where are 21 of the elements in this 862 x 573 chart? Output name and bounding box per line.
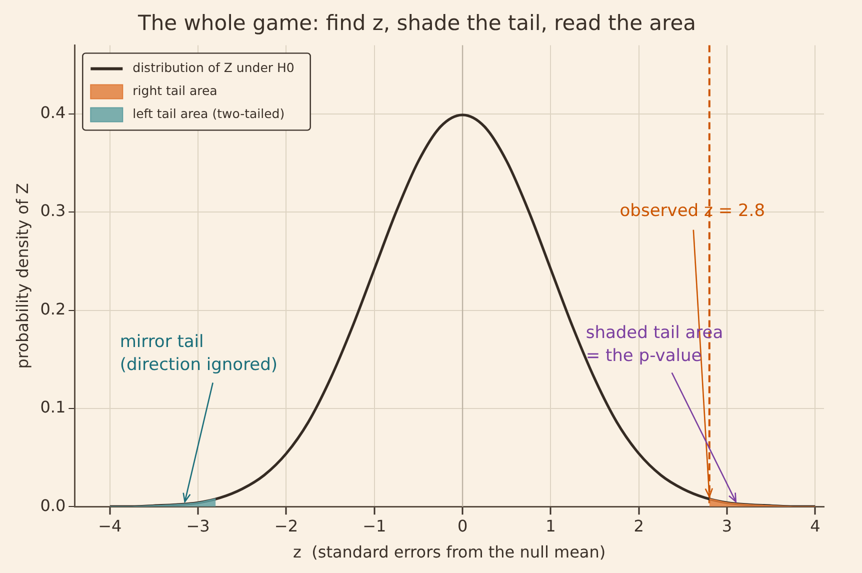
x-tick-label: −1 bbox=[362, 516, 386, 536]
x-tick-label: 2 bbox=[634, 516, 644, 536]
legend-label: distribution of Z under H0 bbox=[132, 60, 294, 75]
x-tick-label: 0 bbox=[457, 516, 468, 536]
chart-title: The whole game: find z, shade the tail, read the area bbox=[137, 11, 696, 36]
legend-label: left tail area (two-tailed) bbox=[132, 106, 285, 121]
y-tick-label: 0.1 bbox=[40, 398, 66, 417]
x-tick-label: 1 bbox=[546, 516, 556, 536]
y-tick-label: 0.3 bbox=[40, 201, 66, 220]
y-tick-label: 0.2 bbox=[40, 299, 66, 318]
x-tick-label: 3 bbox=[722, 516, 732, 536]
y-tick-label: 0.0 bbox=[40, 496, 66, 515]
x-tick-label: −4 bbox=[98, 516, 122, 536]
y-tick-label: 0.4 bbox=[40, 103, 66, 122]
x-tick-label: −2 bbox=[274, 516, 298, 536]
x-tick-label: 4 bbox=[810, 516, 820, 536]
legend-label: right tail area bbox=[132, 82, 218, 98]
y-axis-title: probability density of Z bbox=[12, 183, 32, 369]
annotation: mirror tail (direction ignored) bbox=[120, 332, 278, 376]
x-axis-title: z (standard errors from the null mean) bbox=[293, 542, 606, 562]
x-tick-label: −3 bbox=[186, 516, 210, 536]
